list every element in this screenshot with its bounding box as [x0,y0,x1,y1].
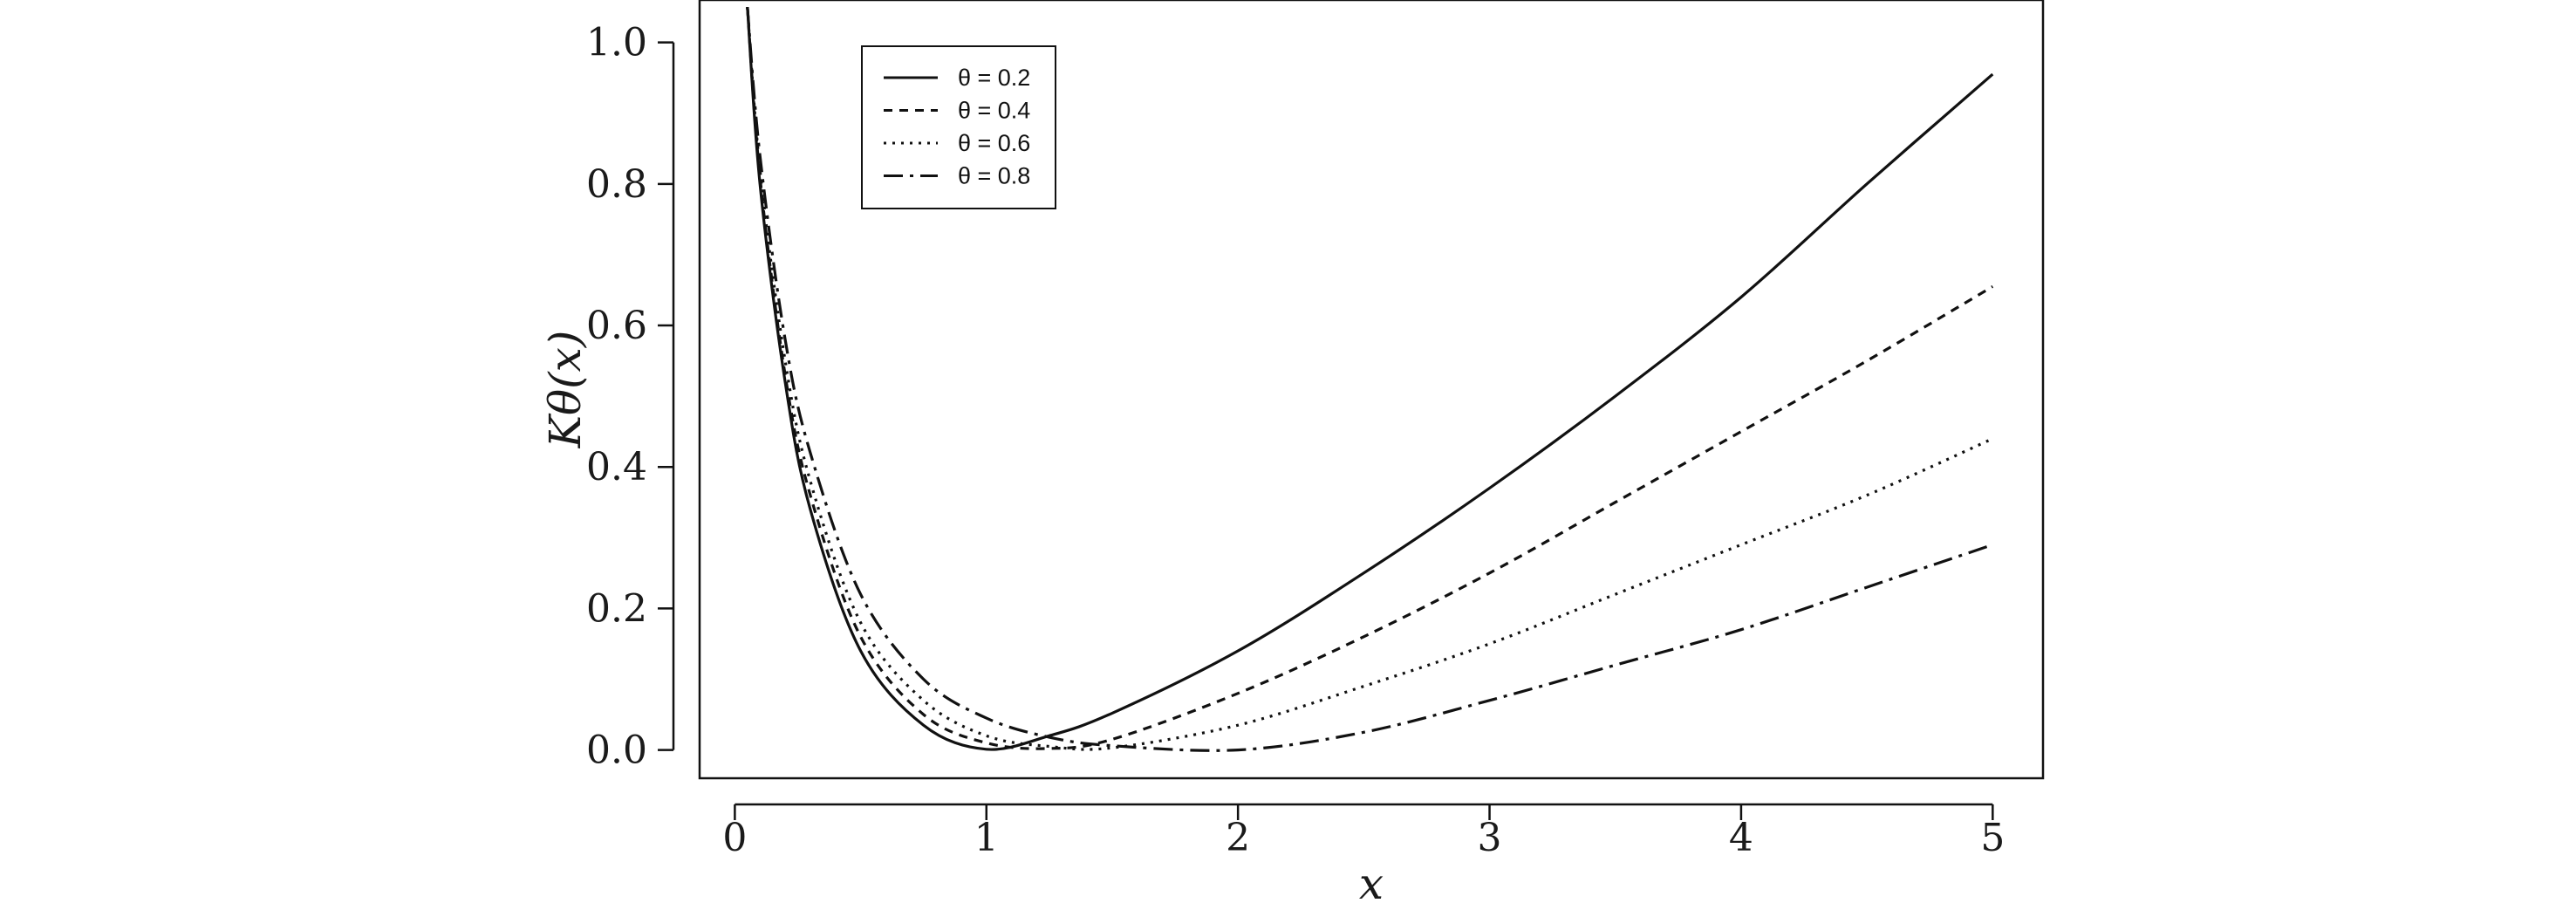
y-tick-label: 0.6 [586,304,647,348]
axes: 0 1 2 3 4 5 0.0 0.2 0.4 0.6 0.8 1.0 [586,21,2005,860]
x-tick-label: 1 [974,816,999,860]
x-tick-label: 3 [1478,816,1502,860]
series-line-theta-0-2 [746,6,1994,751]
series-line-theta-0-4 [746,6,1994,750]
series-line-theta-0-8 [746,6,1993,752]
legend-label: θ = 0.4 [958,98,1030,124]
x-tick-label: 5 [1980,816,2005,860]
y-tick-label: 0.8 [586,162,647,207]
y-tick-label: 0.4 [586,445,647,489]
legend: θ = 0.2 θ = 0.4 θ = 0.6 θ = 0.8 [861,45,1056,209]
x-tick-label: 4 [1729,816,1753,860]
legend-label: θ = 0.2 [958,65,1030,91]
legend-box [861,45,1056,209]
legend-label: θ = 0.6 [958,130,1030,156]
x-axis-title: x [1359,859,1384,903]
x-tick-label: 0 [722,816,747,860]
x-tick-label: 2 [1226,816,1250,860]
y-tick-label: 1.0 [586,21,647,65]
series-lines [746,6,1994,752]
plot-frame [698,0,2045,780]
y-axis-title: Kθ(x) [540,331,591,449]
legend-label: θ = 0.8 [958,163,1030,189]
y-tick-label: 0.2 [586,586,647,631]
y-tick-label: 0.0 [586,729,647,773]
